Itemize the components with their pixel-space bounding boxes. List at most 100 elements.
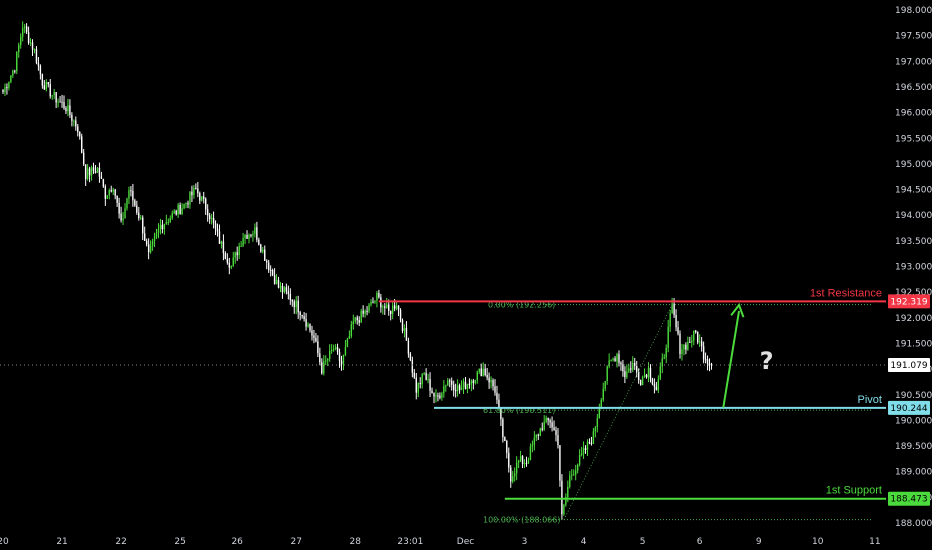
candle <box>84 164 87 186</box>
candle-body <box>545 417 547 422</box>
price-tick-label: 191.500 <box>895 339 932 349</box>
price-tick-label: 194.000 <box>895 211 932 221</box>
candle-body <box>657 378 660 391</box>
candle-body <box>303 316 305 320</box>
candle <box>321 358 323 375</box>
candle <box>384 303 386 315</box>
candle <box>23 23 26 34</box>
candle <box>185 202 187 209</box>
candle-body <box>588 441 591 444</box>
candle <box>478 368 480 375</box>
candle-body <box>399 309 402 320</box>
candle-body <box>527 460 530 464</box>
projection-arrow-head <box>730 302 745 318</box>
candle <box>181 203 183 216</box>
candle-body <box>110 190 112 192</box>
candle <box>677 320 679 336</box>
candle-body <box>502 419 504 438</box>
price-axis[interactable]: 198.000 197.500 197.000 196.500 196.000 195.5… <box>895 6 932 529</box>
candle <box>45 79 47 92</box>
candle <box>708 358 711 372</box>
candle-body <box>616 354 618 362</box>
candle <box>128 186 130 205</box>
candle-body <box>626 371 628 378</box>
candle-body <box>12 70 14 76</box>
candle <box>352 314 355 330</box>
candle-body <box>441 393 443 398</box>
candle-body <box>23 26 26 28</box>
candle <box>220 240 223 249</box>
candle-body <box>16 51 18 72</box>
candle <box>563 503 565 516</box>
candle <box>653 378 656 394</box>
candle <box>584 445 587 454</box>
candle-body <box>663 357 665 359</box>
candle <box>543 415 545 431</box>
candle <box>460 380 463 391</box>
candle-body <box>59 101 61 103</box>
candle <box>657 375 660 394</box>
candle <box>214 220 217 236</box>
candle <box>364 309 366 318</box>
candle <box>279 281 282 293</box>
time-axis[interactable]: 20 21 22 25 26 27 28 23:01 Dec 3 4 5 6 9 10 11 <box>0 537 881 547</box>
candle-body <box>541 428 543 430</box>
candle <box>630 361 632 374</box>
candle-body <box>344 347 347 355</box>
time-tick-label: 10 <box>812 537 824 547</box>
candle <box>277 276 280 289</box>
candle-body <box>346 338 349 348</box>
candle-body <box>624 371 626 378</box>
candle <box>6 83 8 95</box>
candle-body <box>508 452 510 468</box>
candle <box>218 224 221 244</box>
time-tick-label: 3 <box>522 537 528 547</box>
candle-body <box>476 371 478 381</box>
candle-body <box>267 262 270 271</box>
candle-body <box>49 84 51 97</box>
candle-body <box>321 362 323 374</box>
candle <box>173 209 175 215</box>
candle <box>582 441 585 459</box>
candle-body <box>151 241 154 246</box>
candle-body <box>580 453 583 455</box>
candle-body <box>230 266 232 268</box>
candle-body <box>653 384 656 387</box>
candle-body <box>220 241 223 244</box>
fib-level-label: 61.80% (190.511) <box>483 406 555 415</box>
candle-body <box>21 27 24 37</box>
candle-body <box>452 384 455 390</box>
candle <box>102 178 105 188</box>
candle-body <box>232 257 234 267</box>
candle-body <box>163 224 166 230</box>
time-tick-label: 22 <box>115 537 126 547</box>
candle <box>571 469 573 481</box>
candle <box>216 223 219 237</box>
candle-body <box>25 26 28 33</box>
support-resistance-levels: 1st Resistance Pivot 1st Support <box>0 287 886 500</box>
candle <box>177 202 179 218</box>
candle <box>498 393 500 409</box>
candle <box>260 243 262 253</box>
candle-body <box>360 310 362 323</box>
candle <box>297 295 299 319</box>
candle <box>663 353 665 360</box>
candle-body <box>165 221 168 225</box>
candle <box>134 198 136 207</box>
candle <box>116 195 118 207</box>
candle <box>521 455 524 469</box>
candle-body <box>216 228 219 232</box>
candle <box>649 364 652 383</box>
candle <box>65 106 67 114</box>
candle-body <box>108 190 110 196</box>
candle <box>222 234 225 261</box>
candle <box>395 302 398 311</box>
fib-level-label: 100.00% (188.066) <box>483 516 560 525</box>
candle <box>525 456 528 467</box>
candle <box>691 334 693 348</box>
candle-body <box>142 217 144 234</box>
candle <box>327 358 329 367</box>
candle-body <box>348 336 351 339</box>
